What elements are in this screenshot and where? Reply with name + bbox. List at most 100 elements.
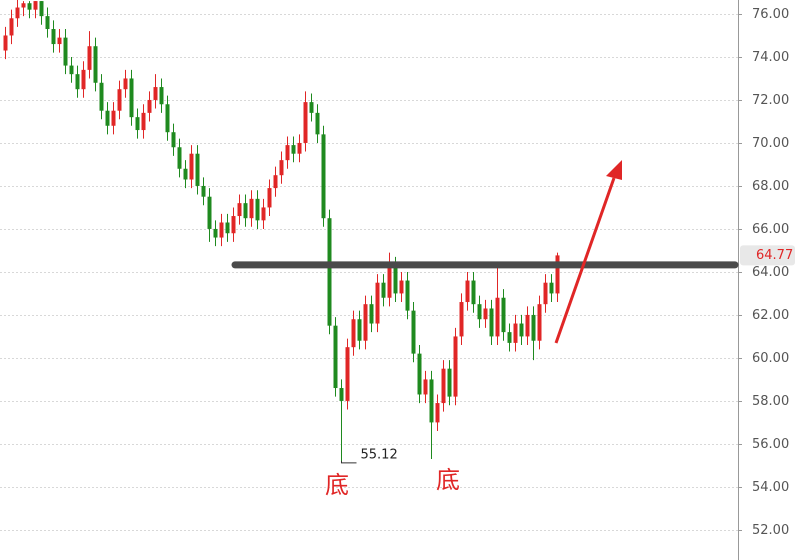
candle-body xyxy=(129,78,134,118)
candle-body xyxy=(537,304,542,341)
candle-body xyxy=(339,388,344,401)
candle-body xyxy=(81,69,86,90)
candle-body xyxy=(513,323,518,343)
candle-body xyxy=(345,347,350,401)
candle-body xyxy=(225,222,230,234)
candle-body xyxy=(441,368,446,404)
y-tick-label: 54.00 xyxy=(752,480,789,495)
candle-body xyxy=(549,282,554,294)
candle-body xyxy=(159,87,164,105)
candle-body xyxy=(411,310,416,354)
candle-body xyxy=(171,132,176,148)
y-tick-label: 74.00 xyxy=(752,50,789,65)
candle-body xyxy=(213,228,218,238)
candle-body xyxy=(291,145,296,154)
y-tick-label: 68.00 xyxy=(752,179,789,194)
candle-body xyxy=(405,280,410,311)
candle-body xyxy=(519,323,524,337)
candle-body xyxy=(255,198,260,221)
candle-body xyxy=(399,280,404,294)
candle-body xyxy=(471,280,476,305)
candle-body xyxy=(3,35,8,51)
candle-body xyxy=(39,1,44,17)
candle-body xyxy=(63,37,68,66)
candle-body xyxy=(495,297,500,337)
candle-body xyxy=(33,1,38,10)
candle-body xyxy=(477,304,482,320)
candle-body xyxy=(243,203,248,219)
annotation: 底 xyxy=(436,466,460,494)
candle-body xyxy=(429,379,434,423)
candle-body xyxy=(279,160,284,176)
candle-body xyxy=(363,304,368,341)
candle-body xyxy=(261,207,266,221)
candle-body xyxy=(297,142,302,154)
candle-body xyxy=(357,319,362,341)
candle-body xyxy=(453,336,458,397)
y-tick-label: 58.00 xyxy=(752,394,789,409)
candle-body xyxy=(459,302,464,337)
candle-body xyxy=(369,304,374,324)
candle-body xyxy=(21,3,26,8)
candle-body xyxy=(195,153,200,186)
candle-body xyxy=(285,145,290,161)
candle-body xyxy=(267,188,272,208)
candle-body xyxy=(393,265,398,294)
candle-body xyxy=(207,196,212,229)
candle-body xyxy=(105,110,110,126)
candle-body xyxy=(507,332,512,343)
candle-body xyxy=(315,112,320,135)
candle-body xyxy=(189,153,194,180)
candle-body xyxy=(87,46,92,70)
trend-arrow xyxy=(554,177,616,344)
candle-body xyxy=(249,198,254,219)
candle-body xyxy=(153,87,158,100)
candle-body xyxy=(99,82,104,111)
y-tick-label: 56.00 xyxy=(752,437,789,452)
candle-body xyxy=(321,134,326,219)
price-tag xyxy=(740,245,795,266)
plot-area: 52.00 54.00 56.00 58.00 60.00 62.00 64.00 66.00… xyxy=(0,0,795,538)
candle-body xyxy=(501,297,506,333)
annotation: 底 xyxy=(325,471,349,499)
candle-body xyxy=(69,65,74,75)
candle-body xyxy=(351,319,356,348)
candle-body xyxy=(543,282,548,305)
candle-body xyxy=(387,265,392,298)
candle-body xyxy=(201,185,206,197)
arrow-head xyxy=(606,160,622,180)
candle-body xyxy=(147,99,152,113)
candle-body xyxy=(483,308,488,320)
candle-body xyxy=(123,78,128,90)
y-tick-label: 66.00 xyxy=(752,222,789,237)
candle-body xyxy=(423,379,428,395)
candle-body xyxy=(219,222,224,238)
y-tick-label: 72.00 xyxy=(752,93,789,108)
candle-body xyxy=(9,18,14,36)
candle-body xyxy=(183,168,188,180)
candle-body xyxy=(51,29,56,45)
candle-body xyxy=(93,46,98,83)
candle-body xyxy=(75,74,80,90)
candle-body xyxy=(417,353,422,395)
candle-body xyxy=(531,314,536,341)
candle-body xyxy=(333,325,338,389)
y-tick-label: 76.00 xyxy=(752,7,789,22)
candle-body xyxy=(111,110,116,126)
y-tick-label: 64.00 xyxy=(752,265,789,280)
candle-body xyxy=(177,147,182,169)
candle-body xyxy=(465,280,470,303)
y-tick-label: 60.00 xyxy=(752,351,789,366)
candle-body xyxy=(165,104,170,133)
candle-body xyxy=(327,218,332,326)
candle-body xyxy=(45,16,50,30)
candle-body xyxy=(141,112,146,131)
price-tag-label: 64.77 xyxy=(756,248,793,263)
candle-body xyxy=(375,282,380,324)
candle-body xyxy=(435,403,440,423)
candle-body xyxy=(303,102,308,143)
candle-body xyxy=(309,102,314,113)
candle-body xyxy=(525,314,530,337)
candle-body xyxy=(57,37,62,45)
